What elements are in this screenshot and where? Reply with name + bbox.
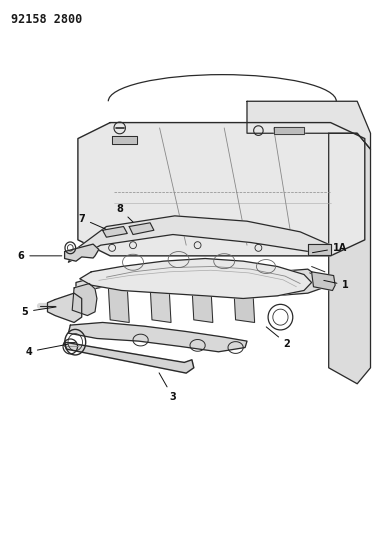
- Polygon shape: [48, 293, 82, 322]
- Polygon shape: [65, 342, 194, 373]
- Text: 6: 6: [17, 251, 62, 261]
- Text: 7: 7: [78, 214, 106, 229]
- Polygon shape: [234, 285, 255, 322]
- Polygon shape: [247, 101, 370, 149]
- Text: 2: 2: [266, 327, 290, 349]
- Polygon shape: [112, 136, 137, 144]
- Polygon shape: [78, 123, 365, 256]
- Polygon shape: [312, 272, 335, 290]
- Polygon shape: [76, 269, 323, 296]
- Text: 3: 3: [159, 373, 176, 402]
- Text: 4: 4: [25, 344, 68, 357]
- Text: 8: 8: [116, 204, 133, 222]
- Polygon shape: [274, 127, 304, 134]
- Polygon shape: [68, 322, 247, 352]
- Text: 1: 1: [324, 280, 349, 290]
- Polygon shape: [108, 285, 129, 322]
- Polygon shape: [68, 216, 331, 262]
- Text: 92158 2800: 92158 2800: [11, 13, 83, 26]
- Polygon shape: [129, 223, 154, 235]
- Polygon shape: [192, 285, 213, 322]
- Text: 5: 5: [21, 307, 56, 317]
- Text: 1A: 1A: [312, 243, 347, 253]
- Polygon shape: [103, 227, 127, 237]
- Polygon shape: [150, 285, 171, 322]
- Polygon shape: [308, 244, 331, 255]
- Polygon shape: [329, 133, 370, 384]
- Polygon shape: [72, 284, 97, 316]
- Polygon shape: [80, 259, 312, 298]
- Polygon shape: [65, 244, 99, 261]
